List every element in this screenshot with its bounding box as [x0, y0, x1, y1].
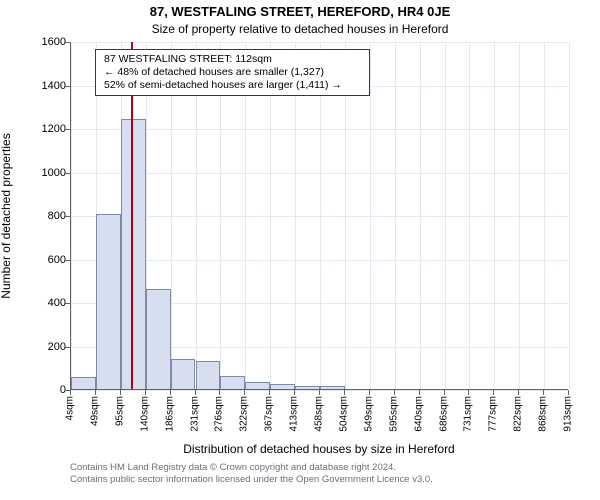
footer-line-2: Contains public sector information licen…	[70, 474, 568, 486]
y-tick-label: 200	[48, 341, 66, 353]
x-tick-label: 276sqm	[214, 396, 225, 432]
histogram-bar	[295, 386, 320, 389]
annotation-line-1: 87 WESTFALING STREET: 112sqm	[104, 53, 361, 66]
x-tick-mark	[394, 390, 395, 395]
y-tick-mark	[65, 216, 70, 217]
y-tick-label: 1600	[42, 36, 66, 48]
x-tick-mark	[419, 390, 420, 395]
x-tick-mark	[269, 390, 270, 395]
x-tick-mark	[120, 390, 121, 395]
x-tick-mark	[444, 390, 445, 395]
y-tick-label: 1000	[42, 167, 66, 179]
x-tick-label: 458sqm	[314, 396, 325, 432]
x-tick-mark	[369, 390, 370, 395]
histogram-bar	[96, 214, 121, 389]
x-tick-mark	[244, 390, 245, 395]
x-tick-mark	[568, 390, 569, 395]
annotation-line-3: 52% of semi-detached houses are larger (…	[104, 79, 361, 92]
y-tick-mark	[65, 86, 70, 87]
x-tick-label: 4sqm	[65, 396, 76, 420]
histogram-bar	[245, 382, 270, 389]
x-axis-title: Distribution of detached houses by size …	[70, 442, 568, 456]
gridline-v	[544, 42, 545, 389]
gridline-v	[494, 42, 495, 389]
x-tick-mark	[493, 390, 494, 395]
histogram-bar	[196, 361, 221, 389]
x-tick-mark	[70, 390, 71, 395]
annotation-line-2: ← 48% of detached houses are smaller (1,…	[104, 66, 361, 79]
x-tick-label: 822sqm	[513, 396, 524, 432]
x-tick-label: 140sqm	[139, 396, 150, 432]
x-tick-mark	[518, 390, 519, 395]
x-tick-label: 731sqm	[463, 396, 474, 432]
gridline-v	[420, 42, 421, 389]
y-tick-mark	[65, 347, 70, 348]
x-tick-label: 367sqm	[264, 396, 275, 432]
chart-subtitle: Size of property relative to detached ho…	[0, 22, 600, 36]
chart-title: 87, WESTFALING STREET, HEREFORD, HR4 0JE	[0, 4, 600, 19]
histogram-bar	[146, 289, 171, 389]
x-tick-label: 549sqm	[363, 396, 374, 432]
x-axis-ticks: 4sqm49sqm95sqm140sqm186sqm231sqm276sqm32…	[70, 390, 568, 448]
gridline-v	[469, 42, 470, 389]
x-tick-mark	[195, 390, 196, 395]
histogram-bar	[270, 384, 295, 389]
x-tick-label: 504sqm	[338, 396, 349, 432]
x-tick-label: 868sqm	[538, 396, 549, 432]
x-tick-label: 95sqm	[114, 396, 125, 426]
gridline-v	[569, 42, 570, 389]
y-tick-mark	[65, 173, 70, 174]
y-axis-ticks: 02004006008001000120014001600	[0, 42, 66, 390]
footer-line-1: Contains HM Land Registry data © Crown c…	[70, 462, 568, 474]
x-tick-mark	[95, 390, 96, 395]
annotation-box: 87 WESTFALING STREET: 112sqm ← 48% of de…	[95, 49, 370, 96]
x-tick-label: 49sqm	[89, 396, 100, 426]
x-tick-label: 322sqm	[239, 396, 250, 432]
x-tick-mark	[543, 390, 544, 395]
x-tick-label: 231sqm	[189, 396, 200, 432]
x-tick-mark	[319, 390, 320, 395]
histogram-bar	[220, 376, 245, 389]
y-tick-mark	[65, 260, 70, 261]
histogram-bar	[121, 119, 146, 389]
gridline-v	[395, 42, 396, 389]
y-tick-label: 800	[48, 210, 66, 222]
x-tick-label: 686sqm	[438, 396, 449, 432]
x-tick-mark	[170, 390, 171, 395]
x-tick-mark	[145, 390, 146, 395]
footer: Contains HM Land Registry data © Crown c…	[70, 462, 568, 486]
y-tick-label: 1200	[42, 123, 66, 135]
y-tick-mark	[65, 303, 70, 304]
x-tick-label: 595sqm	[388, 396, 399, 432]
chart-page: { "chart": { "type": "histogram", "title…	[0, 0, 600, 500]
x-tick-label: 777sqm	[488, 396, 499, 432]
x-tick-mark	[468, 390, 469, 395]
x-tick-label: 186sqm	[164, 396, 175, 432]
histogram-bar	[320, 386, 345, 389]
y-tick-label: 1400	[42, 80, 66, 92]
x-tick-label: 913sqm	[563, 396, 574, 432]
gridline-v	[71, 42, 72, 389]
gridline-v	[519, 42, 520, 389]
y-tick-label: 600	[48, 254, 66, 266]
x-tick-mark	[344, 390, 345, 395]
x-tick-label: 413sqm	[289, 396, 300, 432]
x-tick-mark	[294, 390, 295, 395]
histogram-bar	[171, 359, 196, 389]
y-tick-mark	[65, 129, 70, 130]
gridline-v	[445, 42, 446, 389]
y-tick-mark	[65, 42, 70, 43]
x-tick-label: 640sqm	[413, 396, 424, 432]
y-tick-label: 400	[48, 297, 66, 309]
histogram-bar	[71, 377, 96, 389]
x-tick-mark	[219, 390, 220, 395]
